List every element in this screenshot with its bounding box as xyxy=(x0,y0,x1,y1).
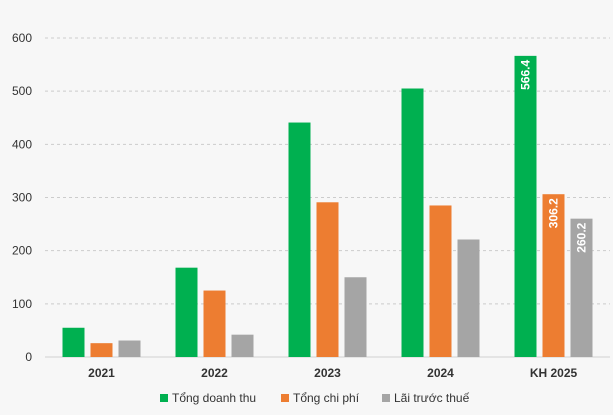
bar xyxy=(542,194,565,357)
bar xyxy=(231,334,254,357)
x-tick-label: 2022 xyxy=(201,366,228,380)
bar xyxy=(90,343,113,357)
bar xyxy=(288,122,311,357)
bar xyxy=(429,205,452,357)
legend-label: Tổng chi phí xyxy=(293,391,360,405)
bar xyxy=(344,277,367,357)
legend-swatch xyxy=(160,394,168,402)
data-label: 306.2 xyxy=(547,198,561,228)
bar xyxy=(401,88,424,357)
data-label: 566.4 xyxy=(519,60,533,90)
y-tick-label: 200 xyxy=(12,244,32,258)
y-tick-label: 300 xyxy=(12,191,32,205)
y-tick-label: 100 xyxy=(12,297,32,311)
legend-swatch xyxy=(281,394,289,402)
bar xyxy=(118,340,141,357)
bar xyxy=(514,55,537,357)
bar xyxy=(316,202,339,357)
x-tick-label: KH 2025 xyxy=(530,366,578,380)
bar xyxy=(570,218,593,357)
bar xyxy=(203,290,226,357)
y-tick-label: 500 xyxy=(12,84,32,98)
legend-label: Tổng doanh thu xyxy=(172,391,256,405)
bar xyxy=(175,267,198,357)
legend-label: Lãi trước thuế xyxy=(394,391,470,405)
y-tick-label: 0 xyxy=(25,350,32,364)
data-label: 260.2 xyxy=(575,222,589,252)
x-tick-label: 2024 xyxy=(427,366,454,380)
bar xyxy=(457,239,480,357)
y-tick-label: 400 xyxy=(12,137,32,151)
x-tick-label: 2021 xyxy=(88,366,115,380)
bar xyxy=(62,327,85,357)
y-tick-label: 600 xyxy=(12,31,32,45)
legend-swatch xyxy=(382,394,390,402)
x-tick-label: 2023 xyxy=(314,366,341,380)
